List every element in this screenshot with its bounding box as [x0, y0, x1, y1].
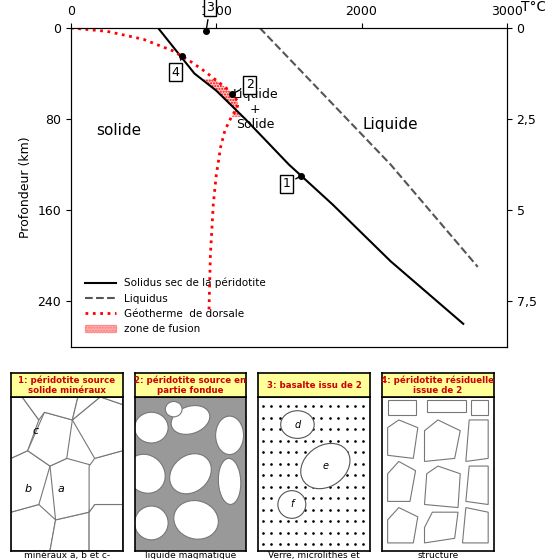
Text: a: a — [58, 484, 65, 494]
Polygon shape — [471, 400, 488, 415]
Polygon shape — [387, 400, 416, 415]
Text: liquide magmatique
entre cristaux: liquide magmatique entre cristaux — [145, 551, 236, 559]
Text: Liquide
+
Solide: Liquide + Solide — [233, 88, 278, 131]
Ellipse shape — [135, 506, 168, 540]
Ellipse shape — [278, 491, 306, 518]
Polygon shape — [387, 420, 418, 458]
Polygon shape — [11, 397, 39, 458]
Polygon shape — [100, 397, 123, 405]
Text: solide: solide — [96, 123, 141, 138]
Polygon shape — [28, 413, 72, 466]
Text: Liquide: Liquide — [363, 117, 419, 132]
Legend: Solidus sec de la péridotite, Liquidus, Géotherme  de dorsale, zone de fusion: Solidus sec de la péridotite, Liquidus, … — [81, 274, 270, 338]
Ellipse shape — [165, 401, 182, 417]
Text: Verre, microlithes et
phénocristaux
structure
hémicristalline: Verre, microlithes et phénocristaux stru… — [268, 551, 360, 559]
Text: 2: péridotite source en
partie fondue: 2: péridotite source en partie fondue — [135, 375, 246, 395]
Ellipse shape — [301, 443, 350, 489]
Polygon shape — [425, 466, 460, 508]
Ellipse shape — [171, 405, 210, 434]
Text: c: c — [32, 426, 39, 435]
Polygon shape — [11, 451, 50, 512]
Text: 4: 4 — [172, 59, 181, 79]
Polygon shape — [72, 397, 100, 420]
Text: d: d — [294, 420, 300, 429]
Ellipse shape — [174, 500, 219, 539]
Text: 2: 2 — [235, 78, 254, 93]
Polygon shape — [50, 512, 89, 551]
Polygon shape — [427, 400, 466, 413]
Ellipse shape — [169, 454, 211, 494]
Polygon shape — [463, 508, 488, 543]
Ellipse shape — [135, 413, 168, 443]
Polygon shape — [466, 420, 488, 461]
Y-axis label: Profondeur (km): Profondeur (km) — [19, 136, 32, 238]
Polygon shape — [466, 466, 488, 504]
Text: b: b — [24, 484, 31, 494]
Polygon shape — [89, 451, 123, 512]
Polygon shape — [22, 397, 78, 420]
Ellipse shape — [126, 454, 165, 493]
Ellipse shape — [281, 411, 314, 438]
Polygon shape — [425, 512, 458, 543]
Text: structure
holocristalline: structure holocristalline — [406, 551, 470, 559]
Text: e: e — [322, 461, 329, 471]
Polygon shape — [72, 397, 123, 458]
Text: T°C: T°C — [522, 1, 545, 15]
Polygon shape — [387, 461, 416, 501]
Text: f: f — [290, 500, 294, 509]
Text: 3: basalte issu de 2: 3: basalte issu de 2 — [267, 381, 362, 390]
Polygon shape — [425, 420, 460, 461]
Text: 1: 1 — [282, 177, 299, 190]
Polygon shape — [89, 504, 123, 551]
Polygon shape — [50, 458, 95, 520]
Polygon shape — [387, 508, 418, 543]
Ellipse shape — [219, 458, 241, 504]
Text: 1: péridotite source
solide minéraux: 1: péridotite source solide minéraux — [18, 375, 116, 395]
Text: minéraux a, b et c-
structure
holocristalline: minéraux a, b et c- structure holocrista… — [23, 551, 110, 559]
Polygon shape — [11, 504, 56, 551]
Text: 3: 3 — [206, 1, 214, 29]
Text: 4: péridotite résiduelle
issue de 2: 4: péridotite résiduelle issue de 2 — [382, 375, 494, 395]
Ellipse shape — [216, 416, 244, 454]
